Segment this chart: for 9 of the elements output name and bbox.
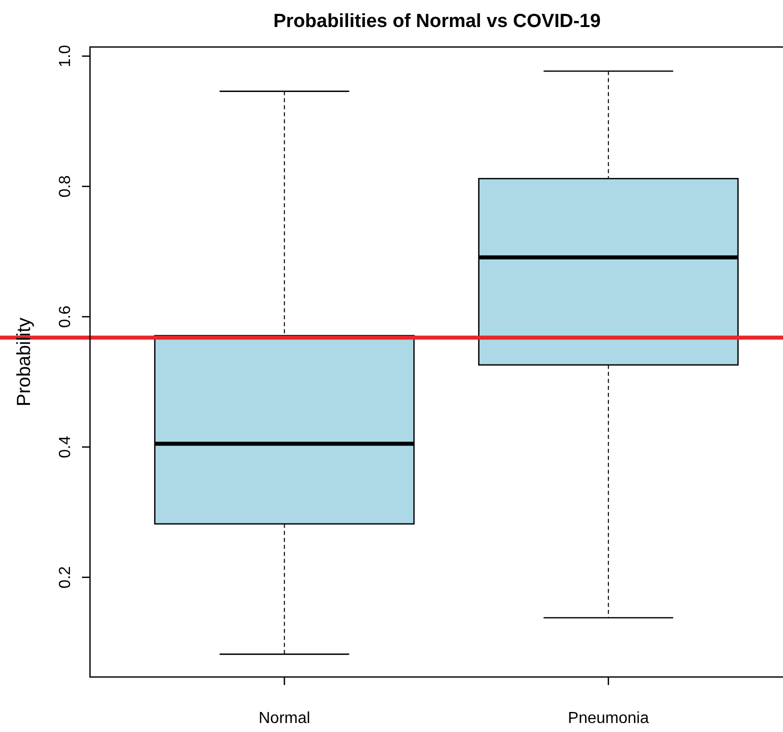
- y-axis-title: Probability: [14, 317, 35, 406]
- y-tick-label: 0.4: [57, 436, 74, 458]
- y-tick-label: 0.6: [57, 306, 74, 328]
- x-tick-label: Normal: [258, 710, 310, 727]
- y-tick-label: 1.0: [57, 44, 74, 68]
- chart-title: Probabilities of Normal vs COVID-19: [273, 11, 601, 32]
- y-tick-label: 0.2: [57, 566, 74, 588]
- x-tick-label: Pneumonia: [568, 710, 649, 727]
- y-tick-label: 0.8: [57, 175, 74, 198]
